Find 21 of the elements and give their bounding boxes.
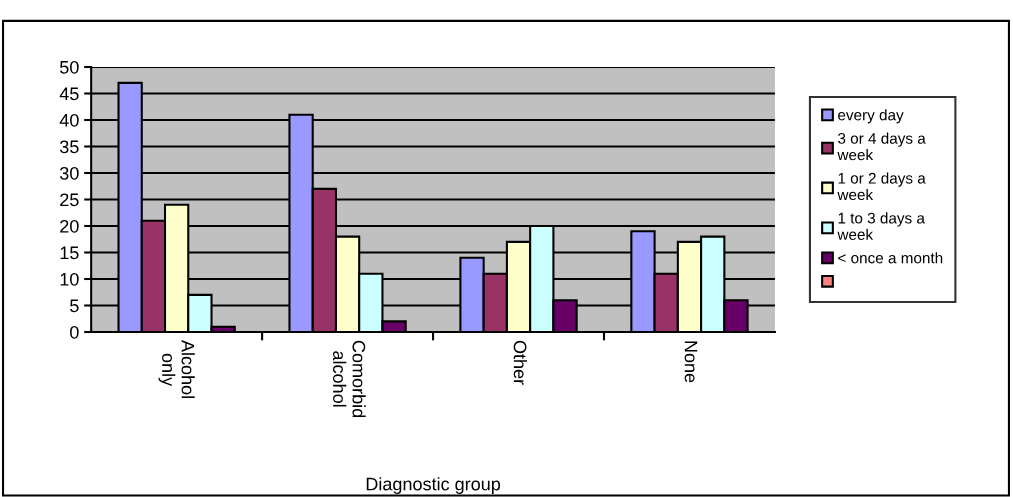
y-tick-label: 5	[70, 299, 79, 313]
y-tick-label: 50	[60, 60, 79, 74]
legend-label: every day	[838, 109, 904, 124]
x-tick-label: Comorbid alcohol	[333, 340, 366, 418]
y-tick-label: 40	[59, 113, 79, 127]
x-tick-label: None	[684, 341, 698, 383]
x-axis-title: Diagnostic group	[366, 477, 501, 494]
y-tick-label: 35	[59, 140, 79, 154]
y-tick-label: 30	[59, 166, 79, 180]
y-tick-label: 15	[60, 246, 79, 260]
x-tick-label: Alcohol only	[158, 339, 195, 398]
legend-label: 1 to 3 days a week	[837, 212, 925, 240]
legend-label: 1 or 2 days a week	[837, 172, 926, 201]
y-tick-label: 20	[60, 219, 79, 233]
y-tick-label: 10	[60, 272, 79, 286]
y-tick-label: 45	[59, 87, 79, 101]
legend-label: 3 or 4 days a week	[837, 132, 926, 161]
legend-label: < once a month	[838, 252, 943, 264]
y-tick-label: 25	[60, 193, 79, 207]
x-tick-label: Other	[513, 340, 527, 385]
y-tick-label: 0	[70, 325, 79, 339]
